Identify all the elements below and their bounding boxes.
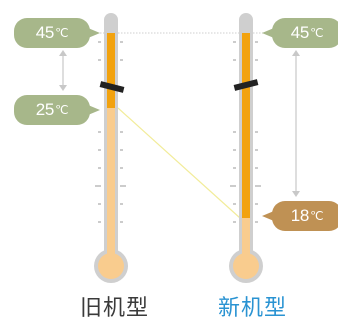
old-thermometer-ticks: [95, 41, 126, 223]
new-lower-temp-unit: ℃: [310, 209, 324, 223]
old-thermometer-active-range: [107, 33, 115, 108]
new-upper-temp-badge: 45℃: [272, 18, 338, 48]
new-thermometer-ticks: [230, 41, 261, 223]
old-lower-temp-badge: 25℃: [14, 95, 90, 125]
old-lower-temp-value: 25: [35, 100, 55, 119]
old-thermometer-bulb: [98, 253, 124, 279]
new-lower-badge-pointer: [262, 211, 274, 221]
new-thermometer-break-marker: [233, 79, 259, 91]
old-upper-badge-pointer: [88, 28, 100, 38]
new-upper-badge-pointer: [262, 28, 274, 38]
old-thermometer-break-marker: [99, 81, 125, 93]
old-range-arrow: [59, 50, 67, 91]
new-thermometer-bulb: [233, 253, 259, 279]
new-machine-label: 新机型: [218, 296, 288, 321]
new-range-arrow: [292, 50, 300, 197]
old-thermometer: [94, 13, 128, 283]
old-upper-temp-badge: 45℃: [14, 18, 90, 48]
new-lower-temp-badge: 18℃: [272, 201, 338, 231]
old-upper-temp-unit: ℃: [55, 26, 69, 40]
old-thermometer-inactive-fill: [107, 33, 115, 258]
new-thermometer-active-range: [242, 33, 250, 218]
new-upper-temp-unit: ℃: [310, 26, 324, 40]
new-upper-temp-value: 45: [290, 23, 310, 42]
lower-limit-connector-line: [117, 107, 241, 219]
new-thermometer: [229, 13, 263, 283]
old-lower-temp-unit: ℃: [55, 103, 69, 117]
old-lower-badge-pointer: [88, 105, 100, 115]
new-lower-temp-value: 18: [290, 206, 310, 225]
old-upper-temp-value: 45: [35, 23, 55, 42]
old-machine-label: 旧机型: [80, 296, 150, 321]
